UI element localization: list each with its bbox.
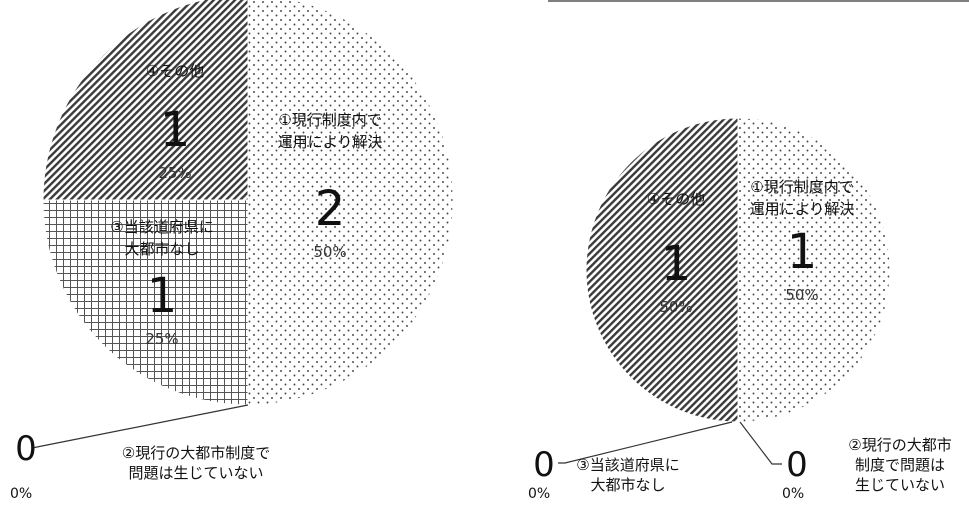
zero-count-2: 0 xyxy=(786,445,808,485)
zero-label-3: 大都市なし xyxy=(590,476,665,494)
leader-line-3 xyxy=(558,421,733,464)
slice-label-3: ③当該道府県に xyxy=(110,218,213,236)
zero-label-2: 生じていない xyxy=(855,476,945,494)
slice-label-3: 大都市なし xyxy=(124,240,199,258)
leader-line-2 xyxy=(31,404,249,449)
zero-label-2: 問題は生じていない xyxy=(128,464,263,482)
pie-slice-4 xyxy=(42,0,249,201)
zero-label-2: ②現行の大都市 xyxy=(848,436,951,454)
zero-percent-2: 0% xyxy=(782,486,804,502)
pie-slice-1 xyxy=(247,0,454,406)
slice-percent-1: 50% xyxy=(313,243,346,261)
slice-label-1: 運用により解決 xyxy=(278,133,383,151)
slice-count-1: 2 xyxy=(315,181,346,237)
slice-percent-4: 50% xyxy=(659,298,692,316)
zero-label-3: ③当該道府県に xyxy=(576,456,679,474)
slice-count-4: 1 xyxy=(661,236,692,292)
zero-count-2: 0 xyxy=(15,429,37,469)
slice-label-1: ①現行制度内で xyxy=(750,178,853,196)
slice-count-1: 1 xyxy=(787,224,818,280)
leader-line-2 xyxy=(739,421,782,465)
zero-percent-3: 0% xyxy=(528,486,550,502)
slice-label-1: ①現行制度内で xyxy=(278,111,381,129)
slice-percent-1: 50% xyxy=(785,286,818,304)
slice-percent-4: 25% xyxy=(158,164,191,182)
zero-percent-2: 0% xyxy=(10,486,32,502)
zero-label-2: 制度で問題は xyxy=(855,456,945,474)
pie-slice-1 xyxy=(737,117,891,423)
slice-label-1: 運用により解決 xyxy=(750,200,855,218)
pie-chart-2: ①現行制度内で運用により解決150%④その他150%00%②現行の大都市制度で問… xyxy=(528,117,952,502)
pie-slice-4 xyxy=(585,117,739,423)
pie-slice-3 xyxy=(42,199,249,406)
zero-count-3: 0 xyxy=(533,445,555,485)
slice-count-3: 1 xyxy=(147,268,178,324)
slice-label-4: ④その他 xyxy=(647,190,705,208)
slice-count-4: 1 xyxy=(160,102,191,158)
zero-label-2: ②現行の大都市制度で xyxy=(122,444,270,462)
slice-label-4: ④その他 xyxy=(146,62,204,80)
slice-percent-3: 25% xyxy=(145,330,178,348)
